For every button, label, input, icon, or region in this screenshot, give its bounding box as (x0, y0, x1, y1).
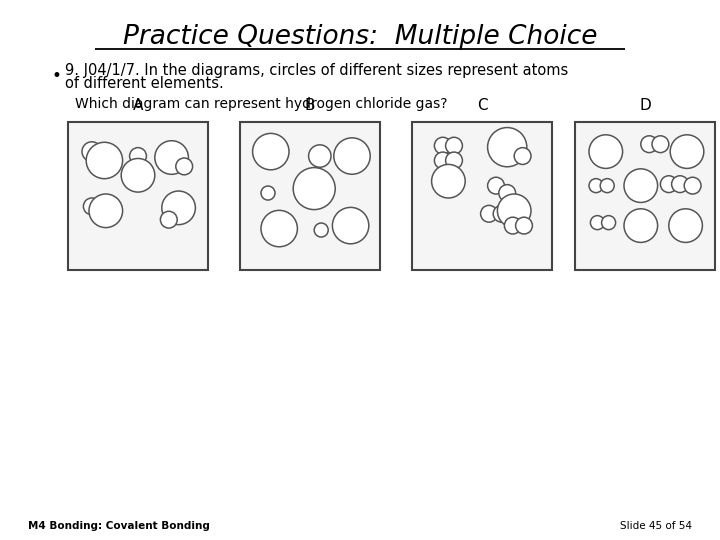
Circle shape (493, 205, 510, 222)
Circle shape (672, 176, 688, 193)
Text: Practice Questions:  Multiple Choice: Practice Questions: Multiple Choice (122, 24, 598, 50)
Circle shape (660, 176, 678, 193)
Text: M4 Bonding: Covalent Bonding: M4 Bonding: Covalent Bonding (28, 521, 210, 531)
Circle shape (505, 217, 521, 234)
Circle shape (130, 147, 146, 165)
Circle shape (89, 194, 122, 227)
Circle shape (82, 142, 102, 161)
Text: D: D (639, 98, 651, 113)
Circle shape (84, 198, 100, 215)
Bar (240, 122, 380, 270)
Circle shape (155, 141, 189, 174)
Bar (412, 122, 552, 270)
Text: B: B (305, 98, 315, 113)
Circle shape (641, 136, 657, 153)
Circle shape (487, 127, 527, 167)
Circle shape (624, 209, 657, 242)
Circle shape (514, 147, 531, 165)
Text: •: • (52, 67, 62, 85)
Circle shape (481, 205, 498, 222)
Circle shape (293, 167, 336, 210)
Circle shape (261, 211, 297, 247)
Circle shape (176, 158, 193, 175)
Text: C: C (477, 98, 487, 113)
Circle shape (684, 177, 701, 194)
Circle shape (309, 145, 331, 167)
Text: of different elements.: of different elements. (65, 77, 224, 91)
Circle shape (253, 133, 289, 170)
Circle shape (624, 169, 657, 202)
Circle shape (162, 191, 195, 225)
Bar (575, 122, 715, 270)
Bar (68, 122, 208, 270)
Circle shape (333, 207, 369, 244)
Circle shape (499, 185, 516, 201)
Circle shape (669, 209, 703, 242)
Text: Which diagram can represent hydrogen chloride gas?: Which diagram can represent hydrogen chl… (75, 97, 448, 111)
Circle shape (498, 194, 531, 227)
Text: A: A (132, 98, 143, 113)
Circle shape (261, 186, 275, 200)
Circle shape (589, 179, 603, 193)
Circle shape (446, 152, 462, 169)
Circle shape (121, 158, 155, 192)
Circle shape (431, 164, 465, 198)
Circle shape (161, 211, 177, 228)
Text: Slide 45 of 54: Slide 45 of 54 (620, 521, 692, 531)
Circle shape (334, 138, 370, 174)
Circle shape (434, 137, 451, 154)
Circle shape (516, 217, 532, 234)
Circle shape (602, 215, 616, 230)
Circle shape (434, 152, 451, 169)
Circle shape (652, 136, 669, 153)
Circle shape (446, 137, 462, 154)
Circle shape (589, 135, 623, 168)
Text: 9. J04/1/7. In the diagrams, circles of different sizes represent atoms: 9. J04/1/7. In the diagrams, circles of … (65, 63, 568, 78)
Circle shape (314, 223, 328, 237)
Circle shape (590, 215, 604, 230)
Circle shape (600, 179, 614, 193)
Circle shape (86, 142, 122, 179)
Circle shape (487, 177, 505, 194)
Circle shape (670, 135, 703, 168)
